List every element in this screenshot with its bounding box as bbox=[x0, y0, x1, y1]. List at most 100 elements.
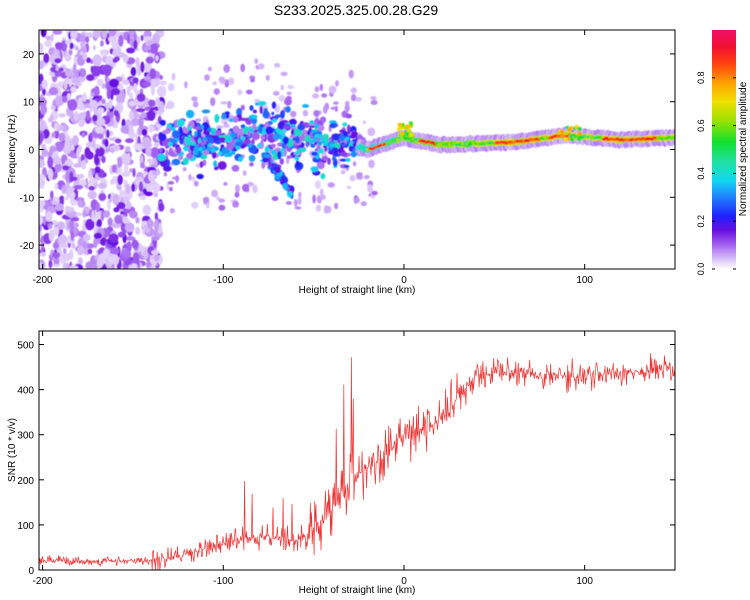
heatmap-cell bbox=[79, 179, 87, 187]
heatmap-cell bbox=[96, 78, 104, 87]
heatmap-cell bbox=[70, 231, 75, 242]
heatmap-cell bbox=[277, 150, 282, 160]
heatmap-cell bbox=[93, 30, 101, 39]
heatmap-cell bbox=[368, 159, 375, 169]
heatmap-cell bbox=[133, 83, 138, 94]
heatmap-cell bbox=[108, 35, 116, 43]
heatmap-cell bbox=[51, 132, 56, 138]
heatmap-cell bbox=[577, 126, 582, 131]
heatmap-cell bbox=[348, 69, 354, 79]
heatmap-cell bbox=[226, 143, 235, 150]
heatmap-cell bbox=[368, 193, 372, 197]
heatmap-cell bbox=[273, 91, 280, 96]
heatmap-cell bbox=[192, 101, 199, 108]
heatmap-cell bbox=[302, 109, 309, 117]
heatmap-cell bbox=[105, 147, 111, 153]
heatmap-cell bbox=[111, 255, 119, 266]
heatmap-cell bbox=[230, 139, 236, 144]
heatmap-cell bbox=[213, 130, 222, 136]
heatmap-x-tick-label: 0 bbox=[401, 275, 407, 286]
heatmap-cell bbox=[66, 93, 71, 100]
heatmap-cell bbox=[351, 93, 357, 102]
heatmap-cell bbox=[103, 210, 111, 218]
snr-panel: -200 -100 0 100 0 100 200 300 400 500 Height of … bbox=[7, 330, 676, 596]
heatmap-cell bbox=[284, 106, 291, 113]
heatmap-cell bbox=[117, 157, 123, 168]
heatmap-cell bbox=[135, 226, 141, 235]
heatmap-cell bbox=[111, 88, 121, 96]
heatmap-cell bbox=[309, 131, 313, 140]
heatmap-cell bbox=[59, 195, 64, 201]
heatmap-cell bbox=[101, 155, 106, 164]
heatmap-cell bbox=[213, 88, 220, 95]
heatmap-cell bbox=[285, 201, 292, 205]
heatmap-cell bbox=[344, 136, 350, 141]
heatmap-cell bbox=[39, 224, 42, 232]
heatmap-cell bbox=[117, 174, 123, 185]
heatmap-cell bbox=[58, 132, 66, 142]
heatmap-cell bbox=[290, 124, 296, 129]
heatmap-cell bbox=[293, 198, 298, 207]
heatmap-cell bbox=[101, 50, 108, 57]
heatmap-cell bbox=[211, 189, 219, 198]
heatmap-cell bbox=[53, 258, 60, 265]
heatmap-cell bbox=[314, 123, 320, 128]
heatmap-cell bbox=[329, 123, 337, 129]
heatmap-cell bbox=[47, 223, 53, 230]
heatmap-cell bbox=[54, 183, 59, 190]
heatmap-cell bbox=[295, 136, 300, 144]
heatmap-cell bbox=[166, 151, 176, 156]
snr-x-tick-label: 100 bbox=[576, 576, 593, 587]
snr-x-ticks: -200 -100 0 100 bbox=[33, 331, 593, 587]
heatmap-cell bbox=[258, 125, 263, 134]
heatmap-cell bbox=[252, 109, 257, 114]
heatmap-cell bbox=[179, 128, 184, 137]
heatmap-cell bbox=[367, 127, 376, 137]
heatmap-cell bbox=[273, 62, 281, 68]
heatmap-cell bbox=[91, 140, 96, 148]
heatmap-cell bbox=[218, 198, 225, 203]
heatmap-y-tick-label: 10 bbox=[23, 98, 35, 109]
heatmap-cell bbox=[110, 178, 116, 185]
heatmap-cell bbox=[282, 183, 288, 190]
heatmap-cell bbox=[69, 42, 74, 50]
heatmap-cell bbox=[153, 142, 160, 148]
heatmap-cell bbox=[232, 116, 239, 123]
heatmap-y-axis-label: Frequency (Hz) bbox=[7, 115, 18, 184]
heatmap-cell bbox=[149, 105, 159, 112]
heatmap-cell bbox=[257, 63, 265, 70]
heatmap-cell bbox=[232, 125, 240, 134]
heatmap-cell bbox=[123, 79, 130, 85]
heatmap-cell bbox=[39, 133, 43, 144]
heatmap-cell bbox=[186, 153, 194, 160]
heatmap-cell bbox=[155, 55, 159, 62]
heatmap-cell bbox=[294, 156, 300, 161]
heatmap-cell bbox=[105, 261, 112, 268]
heatmap-cell bbox=[54, 42, 63, 49]
heatmap-cell bbox=[124, 163, 129, 173]
heatmap-cell bbox=[51, 156, 62, 165]
heatmap-cell bbox=[128, 111, 135, 121]
heatmap-cell bbox=[298, 191, 302, 198]
heatmap-cell bbox=[150, 84, 155, 96]
heatmap-cell bbox=[64, 159, 74, 167]
heatmap-cell bbox=[202, 159, 207, 166]
heatmap-cell bbox=[125, 201, 132, 210]
heatmap-cell bbox=[86, 74, 95, 81]
heatmap-cell bbox=[85, 261, 95, 269]
heatmap-cell bbox=[166, 100, 175, 110]
heatmap-cell bbox=[121, 92, 126, 99]
heatmap-cell bbox=[354, 197, 360, 203]
heatmap-cell bbox=[330, 106, 338, 110]
heatmap-cell bbox=[94, 125, 104, 134]
heatmap-cell bbox=[265, 147, 271, 152]
heatmap-cell bbox=[560, 134, 565, 138]
heatmap-cell bbox=[577, 131, 582, 136]
heatmap-cell bbox=[265, 126, 274, 135]
heatmap-cell bbox=[247, 181, 254, 187]
snr-y-axis-label: SNR (10 * v/v) bbox=[7, 418, 18, 482]
heatmap-cell bbox=[87, 190, 97, 200]
heatmap-cell bbox=[334, 147, 339, 156]
heatmap-cell bbox=[147, 218, 154, 229]
heatmap-cell bbox=[114, 138, 122, 144]
